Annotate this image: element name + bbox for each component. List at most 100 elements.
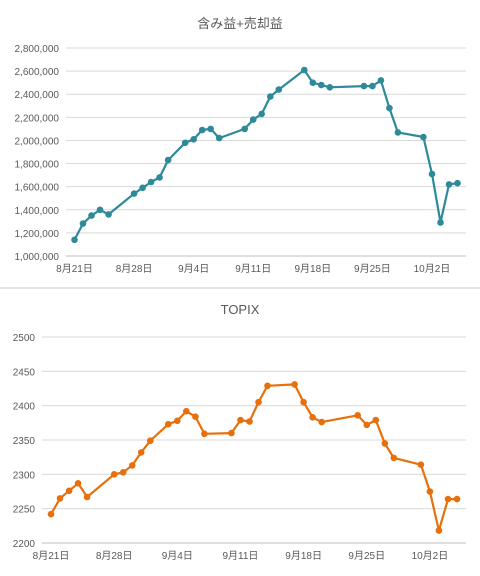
y-tick-label: 1,800,000 xyxy=(15,160,60,171)
data-point xyxy=(381,440,389,447)
data-point xyxy=(377,77,385,84)
data-point xyxy=(110,471,118,478)
x-tick-label: 8月21日 xyxy=(56,263,93,275)
data-point xyxy=(56,495,64,502)
x-tick-label: 9月25日 xyxy=(348,550,385,562)
data-point xyxy=(426,488,434,495)
data-point xyxy=(241,125,248,133)
data-point xyxy=(201,430,208,438)
data-point xyxy=(394,129,402,136)
x-tick-label: 9月11日 xyxy=(222,550,258,562)
x-tick-label: 9月4日 xyxy=(178,263,209,275)
x-tick-label: 8月21日 xyxy=(33,550,70,562)
data-point xyxy=(190,136,197,143)
data-point xyxy=(428,170,436,178)
data-point xyxy=(420,133,427,141)
data-point xyxy=(444,495,452,503)
y-tick-label: 2,000,000 xyxy=(15,136,60,147)
y-tick-label: 2,800,000 xyxy=(15,44,60,55)
data-point xyxy=(318,418,326,426)
data-point xyxy=(275,86,283,93)
data-point xyxy=(453,495,461,503)
y-tick-label: 2200 xyxy=(13,539,36,550)
data-point xyxy=(147,178,155,186)
series-line xyxy=(73,68,458,241)
topix-line-chart: 2200 2250 2300 2350 2400 2450 2500 8月21日 8月28日 9月… xyxy=(13,333,466,562)
data-point xyxy=(128,462,136,469)
data-point xyxy=(318,81,325,89)
data-point xyxy=(363,421,371,429)
data-point xyxy=(156,174,163,181)
data-point xyxy=(130,190,138,197)
chart-title: 含み益+売却益 xyxy=(197,16,283,31)
data-point xyxy=(435,527,443,534)
data-point xyxy=(372,416,380,424)
y-tick-label: 2400 xyxy=(13,402,36,413)
data-point xyxy=(237,416,244,424)
x-tick-label: 9月18日 xyxy=(294,263,331,275)
profit-line-chart: 1,000,000 1,200,000 1,400,000 1,600,000 1,80… xyxy=(15,44,466,275)
data-point xyxy=(437,219,444,226)
data-point xyxy=(139,184,146,192)
data-point xyxy=(309,79,317,86)
data-point xyxy=(164,156,172,164)
y-tick-label: 1,400,000 xyxy=(15,206,60,217)
data-point xyxy=(119,469,127,476)
y-tick-label: 2,600,000 xyxy=(15,67,60,78)
data-point xyxy=(88,212,95,219)
data-point xyxy=(74,480,82,487)
y-tick-label: 2,400,000 xyxy=(15,90,60,101)
data-point xyxy=(354,412,362,419)
x-tick-label: 9月18日 xyxy=(285,550,322,562)
y-tick-label: 2450 xyxy=(13,367,36,378)
data-point xyxy=(309,414,316,421)
data-point xyxy=(65,487,73,495)
x-tick-label: 9月4日 xyxy=(162,550,193,562)
data-point xyxy=(267,93,274,100)
data-point xyxy=(264,382,271,390)
data-point xyxy=(174,417,181,425)
y-tick-label: 2300 xyxy=(13,470,36,481)
data-point xyxy=(165,420,172,428)
chart-title: TOPIX xyxy=(220,302,260,317)
data-point xyxy=(105,211,112,218)
data-point xyxy=(246,418,253,425)
data-point xyxy=(255,398,262,406)
x-tick-label: 10月2日 xyxy=(414,263,451,275)
data-point xyxy=(147,437,154,444)
data-point xyxy=(258,110,266,118)
y-tick-label: 2350 xyxy=(13,436,36,447)
x-tick-label: 8月28日 xyxy=(96,550,133,562)
panel-divider xyxy=(0,287,480,289)
data-point xyxy=(207,125,214,133)
data-point xyxy=(386,104,393,112)
data-point xyxy=(215,134,223,142)
data-point xyxy=(369,82,376,90)
data-point xyxy=(300,398,307,406)
data-point xyxy=(360,82,368,90)
data-point xyxy=(417,461,425,468)
y-tick-label: 2500 xyxy=(13,333,36,344)
chart-panel-profit: 含み益+売却益 1,000,000 1,200,000 1,400,000 1,600… xyxy=(0,0,480,287)
data-point xyxy=(326,84,334,91)
data-point xyxy=(79,220,87,227)
data-point xyxy=(71,236,78,244)
y-tick-label: 1,000,000 xyxy=(15,252,60,263)
data-point xyxy=(96,206,104,214)
y-tick-label: 2250 xyxy=(13,505,36,516)
data-point xyxy=(137,449,145,456)
x-tick-label: 9月11日 xyxy=(235,263,271,275)
data-point xyxy=(228,429,235,437)
x-tick-label: 9月25日 xyxy=(354,263,391,275)
data-point xyxy=(454,179,461,187)
y-tick-label: 1,600,000 xyxy=(15,183,60,194)
data-point xyxy=(83,493,91,501)
series-line xyxy=(50,383,457,532)
y-tick-label: 1,200,000 xyxy=(15,229,60,240)
data-point xyxy=(390,454,398,462)
data-point xyxy=(301,66,308,74)
chart-panel-topix: TOPIX 2200 2250 2300 2350 2400 2450 2500 8月21日 8… xyxy=(0,289,480,576)
data-point xyxy=(291,381,298,388)
data-point xyxy=(249,116,257,123)
data-point xyxy=(181,139,189,147)
